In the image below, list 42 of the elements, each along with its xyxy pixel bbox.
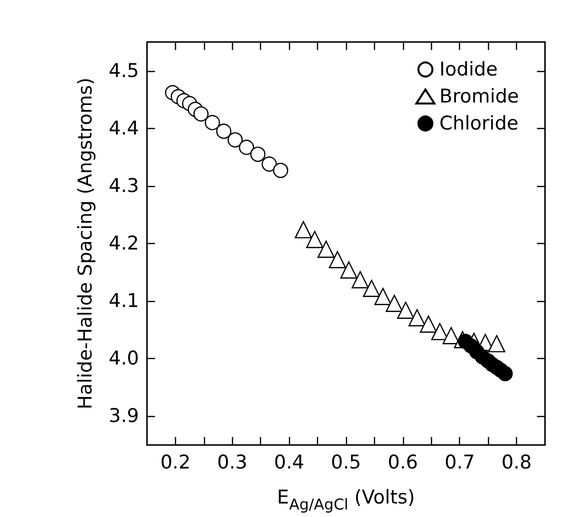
legend-label: Bromide — [439, 86, 520, 108]
point — [238, 140, 254, 155]
point — [408, 309, 426, 326]
point — [204, 115, 220, 130]
y-tick-label: 4.4 — [108, 117, 139, 140]
point — [488, 335, 506, 352]
point — [250, 146, 266, 162]
point — [328, 251, 346, 268]
y-axis-title: Halide-Halide Spacing (Angstroms) — [74, 78, 96, 410]
y-tick-label: 4.1 — [108, 290, 139, 312]
point — [228, 132, 243, 148]
point — [386, 294, 403, 312]
point — [431, 322, 448, 340]
point — [193, 106, 209, 122]
y-tick-label: 4.0 — [108, 348, 139, 370]
point — [318, 240, 335, 258]
y-tick-label: 4.3 — [108, 174, 139, 197]
point — [273, 162, 288, 178]
legend-label: Chloride — [439, 112, 518, 134]
x-tick-label: 0.5 — [330, 452, 362, 474]
x-tick-label: 0.3 — [217, 452, 248, 474]
point — [294, 221, 312, 238]
legend-label: Iodide — [439, 58, 498, 80]
x-tick-label: 0.6 — [388, 452, 418, 474]
x-tick-label: 0.2 — [160, 452, 191, 474]
point — [340, 261, 358, 279]
point — [362, 280, 380, 298]
point — [352, 271, 369, 288]
point — [397, 302, 414, 319]
point — [442, 327, 460, 344]
point — [216, 124, 232, 139]
point — [498, 366, 513, 382]
point — [420, 316, 438, 333]
x-tick-label: 0.4 — [274, 452, 304, 474]
point — [262, 156, 277, 172]
point — [306, 230, 324, 248]
point — [374, 288, 392, 306]
y-tick-label: 4.5 — [108, 60, 139, 82]
y-tick-label: 3.9 — [108, 405, 139, 428]
x-tick-label: 0.8 — [501, 452, 532, 474]
x-tick-label: 0.7 — [444, 452, 475, 474]
y-tick-label: 4.2 — [108, 232, 139, 254]
